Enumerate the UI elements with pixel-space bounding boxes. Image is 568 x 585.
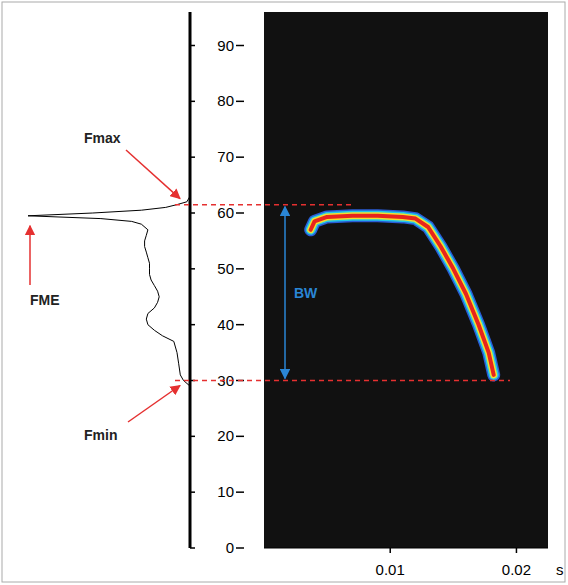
- y-tick: [236, 212, 244, 214]
- y-tick: [190, 491, 195, 493]
- contour-group: [311, 216, 494, 375]
- x-axis-line: [264, 548, 548, 549]
- fmin-line: [175, 380, 510, 382]
- y-tick-label: 50: [217, 260, 234, 277]
- y-tick: [236, 547, 244, 549]
- y-tick: [190, 324, 195, 326]
- y-tick: [190, 101, 195, 103]
- x-tick-label: 0.02: [502, 561, 531, 578]
- frame: [2, 2, 565, 582]
- call-contour: [311, 216, 494, 375]
- y-tick-label: 90: [217, 37, 234, 54]
- x-tick: [516, 548, 518, 553]
- y-tick: [190, 547, 195, 549]
- y-tick: [190, 45, 195, 47]
- fmax-label: Fmax: [84, 130, 121, 146]
- plot-area: [264, 12, 548, 548]
- y-tick: [236, 491, 244, 493]
- spectrum-group: [28, 196, 190, 386]
- y-tick: [236, 45, 244, 47]
- x-axis-label: s: [556, 561, 564, 578]
- y-tick: [190, 436, 195, 438]
- y-tick: [190, 268, 195, 270]
- y-tick-label: 10: [217, 483, 234, 500]
- y-tick: [236, 156, 244, 158]
- fmin-arrow: [128, 386, 180, 423]
- call-contour: [311, 216, 494, 375]
- y-tick-label: 80: [217, 92, 234, 109]
- y-tick: [236, 436, 244, 438]
- y-tick: [236, 101, 244, 103]
- y-tick-label: 40: [217, 316, 234, 333]
- fme-arrow: [29, 226, 31, 285]
- bw-label: BW: [294, 285, 318, 301]
- fmax-arrow: [126, 150, 180, 199]
- call-contour: [311, 216, 494, 375]
- x-tick: [389, 548, 391, 553]
- y-tick-label: 70: [217, 148, 234, 165]
- y-tick: [190, 156, 195, 158]
- y-tick: [236, 268, 244, 270]
- x-tick-label: 0.01: [376, 561, 405, 578]
- y-axis-line: [189, 12, 192, 548]
- figure: 01020304050607080900.010.02sFmaxFminFMEB…: [0, 0, 568, 585]
- power-spectrum: [28, 196, 190, 386]
- y-tick-label: 20: [217, 427, 234, 444]
- fmax-line: [175, 204, 355, 206]
- call-contour: [311, 216, 494, 375]
- fme-label: FME: [30, 292, 60, 308]
- y-tick: [190, 212, 195, 214]
- bw-arrow: [284, 207, 286, 379]
- y-tick-label: 60: [217, 204, 234, 221]
- y-tick: [236, 324, 244, 326]
- fmin-label: Fmin: [84, 427, 117, 443]
- y-tick-label: 0: [226, 539, 234, 556]
